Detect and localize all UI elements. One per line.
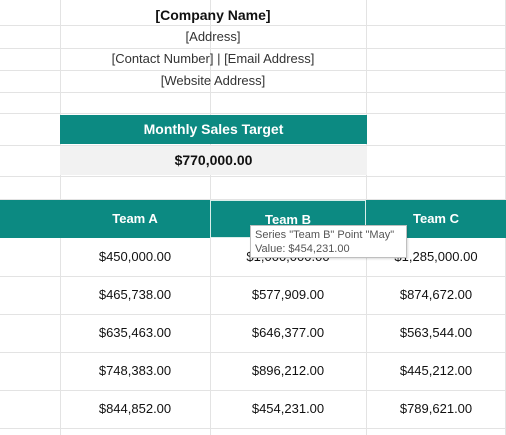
row-divider xyxy=(0,113,506,114)
row-divider xyxy=(0,92,506,93)
table-cell[interactable]: $450,000.00 xyxy=(98,249,172,264)
company-contact-line[interactable]: [Contact Number] | [Email Address] xyxy=(111,51,315,66)
row-divider xyxy=(0,314,506,315)
table-cell[interactable]: $646,377.00 xyxy=(251,325,325,340)
row-divider xyxy=(0,199,506,200)
table-cell[interactable]: $874,672.00 xyxy=(399,287,473,302)
table-cell[interactable]: $635,463.00 xyxy=(98,325,172,340)
company-website[interactable]: [Website Address] xyxy=(160,73,266,88)
column-header-team-c[interactable]: Team C xyxy=(413,211,459,226)
table-cell[interactable]: $465,738.00 xyxy=(98,287,172,302)
table-cell[interactable]: $1,285,000.00 xyxy=(394,249,478,264)
company-address[interactable]: [Address] xyxy=(185,29,241,44)
table-cell[interactable]: $844,852.00 xyxy=(98,401,172,416)
table-cell[interactable]: $563,544.00 xyxy=(399,325,473,340)
sales-target-value[interactable]: $770,000.00 xyxy=(60,146,367,175)
tooltip-series-line: Series "Team B" Point "May" xyxy=(255,229,395,241)
row-divider xyxy=(0,145,506,146)
tooltip-value-line: Value: $454,231.00 xyxy=(255,243,350,255)
row-divider xyxy=(0,70,506,71)
row-divider xyxy=(0,25,506,26)
table-cell[interactable]: $789,621.00 xyxy=(399,401,473,416)
row-divider xyxy=(0,352,506,353)
table-cell[interactable]: $896,212.00 xyxy=(251,363,325,378)
sales-target-label[interactable]: Monthly Sales Target xyxy=(60,115,367,144)
row-divider xyxy=(0,428,506,429)
row-divider xyxy=(0,390,506,391)
row-divider xyxy=(0,276,506,277)
table-cell[interactable]: $445,212.00 xyxy=(399,363,473,378)
row-divider xyxy=(0,176,506,177)
chart-tooltip: Series "Team B" Point "May" Value: $454,… xyxy=(250,225,407,258)
table-cell[interactable]: $748,383.00 xyxy=(98,363,172,378)
table-cell[interactable]: $454,231.00 xyxy=(251,401,325,416)
table-cell[interactable]: $577,909.00 xyxy=(251,287,325,302)
row-divider xyxy=(0,48,506,49)
company-name[interactable]: [Company Name] xyxy=(155,7,271,23)
column-header-team-a[interactable]: Team A xyxy=(112,211,158,226)
